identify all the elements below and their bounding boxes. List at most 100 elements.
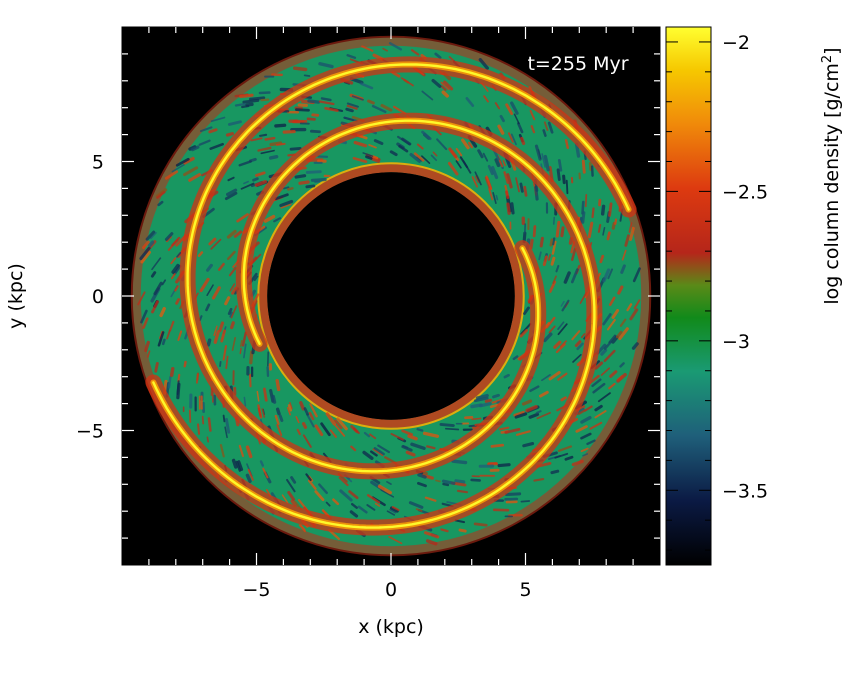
colorbar-label-close: ] (821, 47, 843, 54)
colorbar-tick-label: −2 (722, 32, 750, 54)
density-clump (357, 505, 368, 514)
density-clump (629, 308, 639, 321)
density-clump (515, 430, 531, 436)
density-clump (534, 185, 539, 201)
density-clump (530, 125, 536, 134)
density-clump (507, 132, 514, 143)
density-clump (252, 177, 259, 182)
density-clump (349, 510, 359, 518)
density-clump (174, 285, 179, 292)
density-clump (401, 77, 414, 87)
density-clump (231, 336, 236, 351)
density-clump (416, 428, 424, 432)
density-clump (271, 394, 277, 404)
density-clump (247, 468, 254, 481)
density-clump (309, 129, 321, 134)
density-clump (422, 431, 440, 438)
colorbar-label-main: log column density [g/cm (821, 63, 843, 305)
density-clump (470, 403, 483, 409)
density-clump (408, 501, 424, 509)
density-clump (345, 107, 354, 113)
density-clump (237, 460, 244, 471)
density-clump (257, 146, 272, 152)
central-hole (267, 172, 515, 420)
density-clump (167, 376, 172, 389)
density-clump (506, 202, 511, 215)
density-clump (176, 252, 182, 258)
density-clump (548, 371, 561, 381)
density-clump (591, 207, 595, 219)
density-clump (137, 291, 146, 306)
density-clump (213, 330, 220, 344)
density-clump (557, 323, 568, 336)
density-clump (171, 163, 186, 173)
density-clump (462, 160, 472, 174)
density-clump (599, 254, 605, 264)
density-clump (523, 306, 530, 316)
density-clump (175, 157, 190, 167)
density-clump (533, 477, 545, 482)
density-clump (361, 45, 374, 52)
density-clump (608, 334, 617, 344)
density-clump (245, 102, 254, 107)
density-clump (262, 387, 268, 402)
density-clump (274, 193, 289, 201)
density-clump (264, 136, 276, 141)
density-clump (239, 93, 254, 99)
density-clump (510, 101, 519, 115)
density-clump (307, 99, 321, 104)
density-clump (587, 221, 594, 239)
density-clump (557, 321, 565, 331)
density-clump (190, 145, 200, 152)
density-clump (618, 327, 629, 341)
density-clump (346, 104, 358, 110)
density-clump (153, 281, 163, 296)
density-clump (560, 396, 567, 402)
density-clump (334, 419, 343, 430)
density-clump (538, 251, 542, 261)
density-clump (628, 222, 633, 233)
x-tick-label: −5 (242, 579, 270, 601)
density-clump (482, 152, 489, 162)
density-clump (228, 266, 237, 277)
density-clump (233, 230, 243, 238)
density-clump (380, 489, 395, 498)
density-clump (401, 445, 413, 452)
density-clump (226, 229, 237, 239)
density-clump (424, 496, 437, 502)
density-clump (243, 180, 249, 185)
density-clump (413, 152, 425, 162)
density-clump (510, 133, 517, 146)
density-clump (370, 157, 381, 163)
density-clump (199, 277, 210, 293)
x-tick-labels: −5 0 5 (242, 579, 531, 601)
density-clump (458, 528, 467, 533)
density-clump (616, 372, 627, 383)
y-tick-label: 0 (92, 286, 104, 308)
density-clump (308, 411, 315, 421)
density-clump (171, 263, 180, 274)
density-clump (417, 481, 427, 488)
density-clump (371, 104, 387, 114)
density-clump (250, 137, 263, 142)
density-clump (353, 427, 360, 434)
density-clump (532, 225, 537, 238)
colorbar: −2 −2.5 −3 −3.5 log column density [g/cm2] (665, 26, 843, 566)
density-clump (227, 176, 235, 182)
density-clump (602, 313, 612, 326)
density-clump (217, 262, 225, 271)
density-clump (502, 160, 506, 167)
density-clump (560, 226, 565, 238)
density-clump (580, 415, 592, 424)
density-clump (218, 321, 225, 333)
density-clump (258, 91, 271, 95)
density-clump (366, 504, 376, 511)
density-clump (434, 52, 442, 59)
density-clump (475, 393, 489, 400)
density-clump (260, 149, 275, 155)
density-clump (432, 151, 438, 157)
density-clump (574, 340, 582, 348)
density-clump (388, 42, 403, 51)
density-clump (366, 494, 381, 504)
density-clump (560, 300, 565, 307)
